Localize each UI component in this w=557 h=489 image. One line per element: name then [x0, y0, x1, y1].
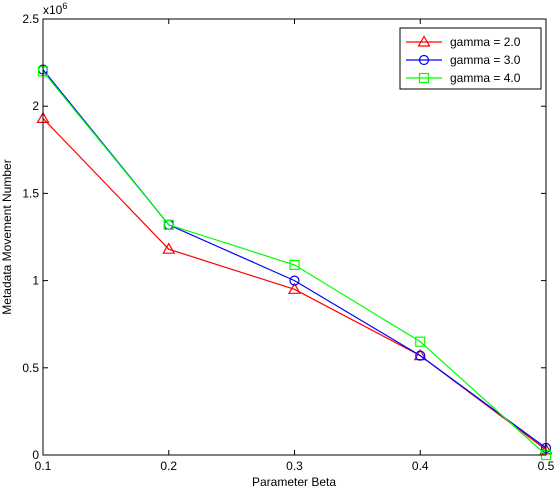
axis-ticks: 0.1 0.2 0.3 0.4 0.5 0 0.5 1 1.5 2 2.5 [22, 12, 554, 473]
legend-label-2: gamma = 3.0 [450, 53, 521, 67]
data-point-series-1 [287, 282, 302, 294]
y-tick-label: 2.5 [22, 12, 39, 26]
x-tick-label: 0.3 [286, 459, 303, 473]
x-tick-label: 0.1 [35, 459, 52, 473]
legend: gamma = 2.0 gamma = 3.0 gamma = 4.0 [399, 27, 542, 90]
y-tick-label: 1 [32, 274, 39, 288]
y-tick-label: 2 [32, 99, 39, 113]
x-tick-label: 0.4 [412, 459, 429, 473]
data-point-series-3 [163, 219, 174, 230]
y-multiplier-label: x106 [43, 1, 67, 17]
data-point-series-3 [289, 259, 300, 271]
legend-marker-1 [417, 35, 431, 47]
data-point-series-3 [415, 336, 426, 347]
y-tick-label: 1.5 [22, 186, 39, 200]
y-multiplier-exponent: 6 [62, 1, 67, 11]
series-line-3 [42, 70, 547, 456]
data-point-series-2 [289, 275, 300, 286]
data-point-series-2 [415, 350, 426, 361]
y-tick-label: 0.5 [22, 361, 39, 375]
x-tick-label: 0.5 [538, 459, 555, 473]
y-tick-label: 0 [32, 448, 39, 462]
legend-marker-3 [418, 72, 430, 84]
y-axis-label: Metadata Movement Number [0, 159, 14, 314]
legend-label-1: gamma = 2.0 [450, 35, 521, 49]
x-axis-label: Parameter Beta [252, 475, 336, 489]
x-tick-label: 0.2 [160, 459, 177, 473]
data-point-series-1 [162, 242, 176, 254]
legend-marker-2 [418, 54, 430, 66]
legend-label-3: gamma = 4.0 [450, 71, 521, 85]
